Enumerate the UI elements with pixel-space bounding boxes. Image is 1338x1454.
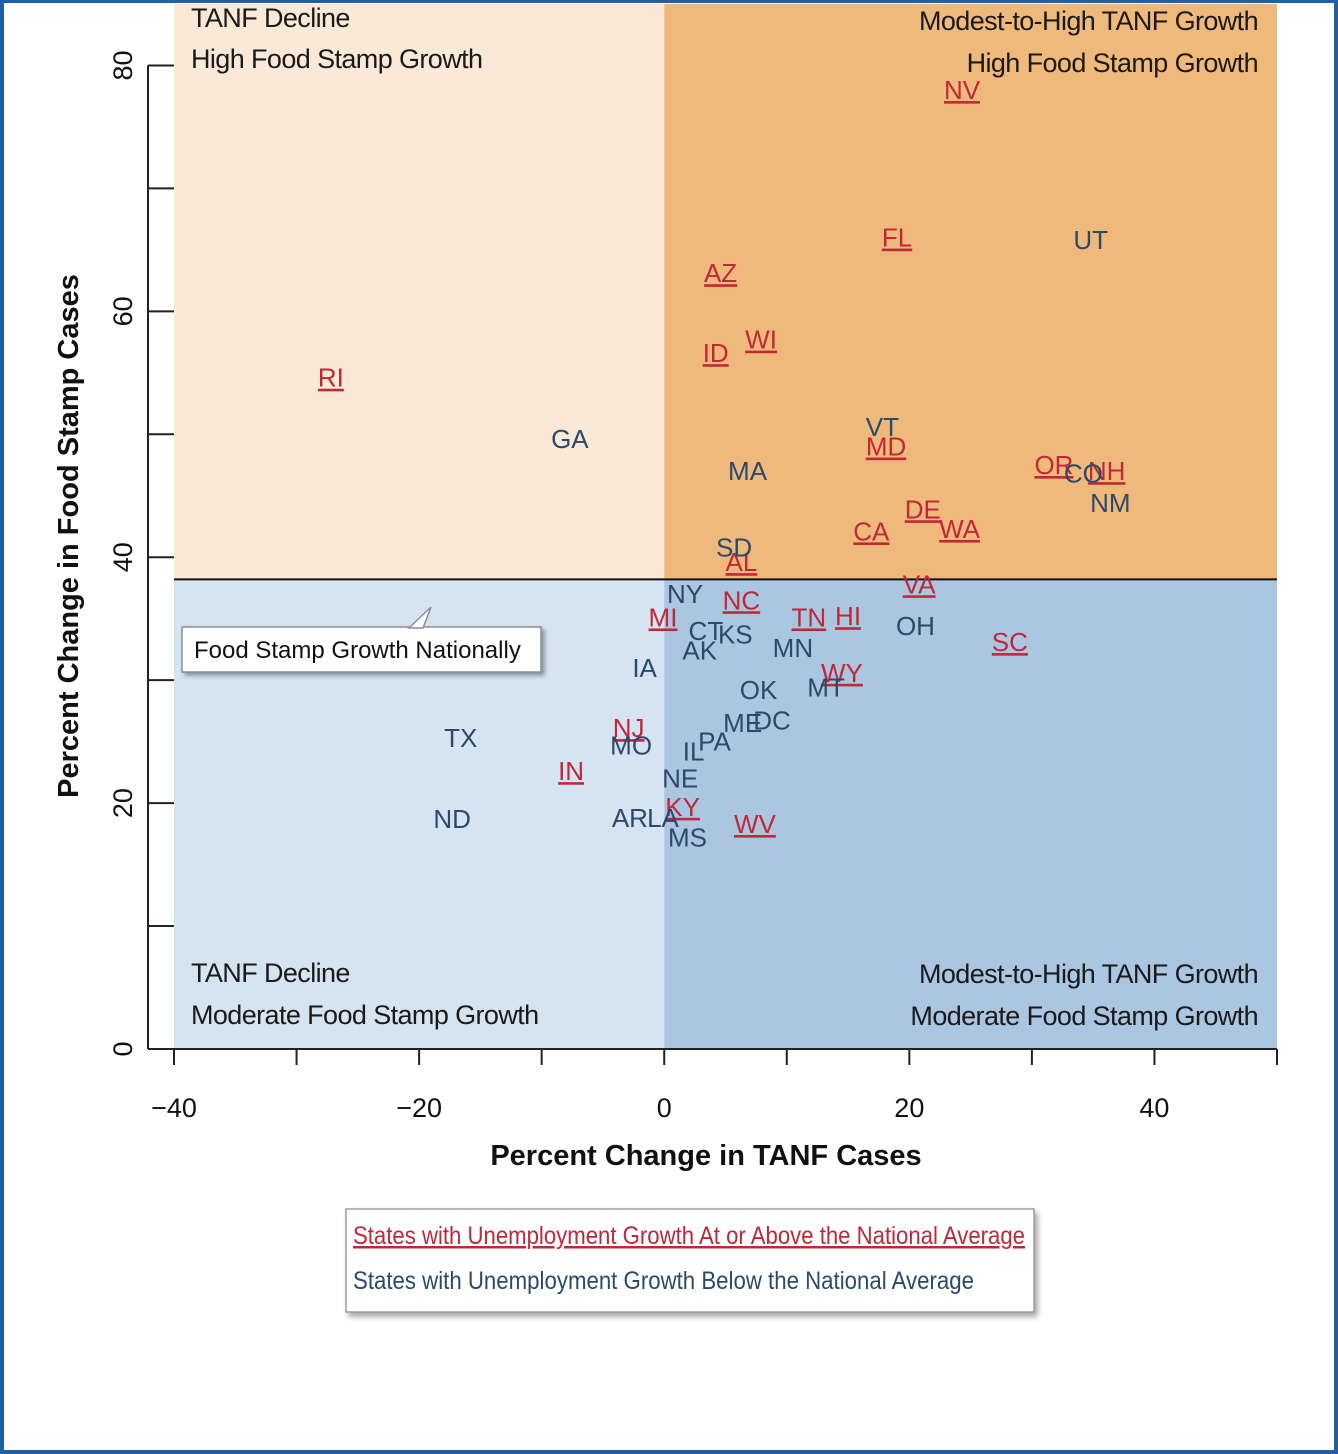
state-point-il: IL	[683, 736, 705, 766]
x-tick-label: 20	[894, 1093, 924, 1123]
state-point-co: CO	[1064, 459, 1103, 489]
quad-label-bottom-left-line-1: TANF Decline	[191, 958, 350, 988]
state-point-mi: MI	[649, 602, 678, 632]
state-point-tx: TX	[444, 723, 477, 753]
legend-item-below-average: States with Unemployment Growth Below th…	[353, 1267, 974, 1295]
state-point-wi: WI	[745, 325, 777, 355]
state-point-al: AL	[726, 547, 758, 577]
legend-item-above-average: States with Unemployment Growth At or Ab…	[353, 1222, 1025, 1250]
state-point-va: VA	[903, 569, 936, 599]
quadrant-top-right	[664, 4, 1277, 580]
quadrant-top-left	[174, 4, 665, 580]
state-point-wv: WV	[734, 809, 777, 839]
state-point-ct: CT	[689, 616, 724, 646]
state-point-la: LA	[647, 803, 679, 833]
state-point-fl: FL	[882, 223, 912, 253]
quadrant-backgrounds	[174, 4, 1277, 1049]
state-point-me: ME	[723, 708, 762, 738]
state-point-ks: KS	[718, 620, 753, 650]
x-tick-label: 40	[1139, 1093, 1169, 1123]
state-point-sc: SC	[992, 627, 1028, 657]
state-point-mo: MO	[610, 730, 652, 760]
state-point-nj: NJ	[613, 713, 645, 743]
x-tick-label: −20	[396, 1093, 442, 1123]
state-point-ma: MA	[728, 456, 768, 486]
state-point-ca: CA	[853, 516, 890, 546]
y-tick-label: 80	[108, 50, 138, 80]
callout-pointer	[407, 606, 432, 629]
state-point-ne: NE	[662, 764, 698, 794]
quad-label-top-left-line-1: TANF Decline	[191, 3, 350, 33]
legend-box	[345, 1208, 1035, 1313]
state-point-dc: DC	[753, 706, 791, 736]
quadrant-labels: TANF Decline High Food Stamp Growth Modest…	[191, 3, 1259, 1031]
state-point-ar: AR	[612, 803, 648, 833]
state-point-nm: NM	[1090, 488, 1130, 518]
quad-label-bottom-right-line-2: Moderate Food Stamp Growth	[910, 1001, 1258, 1031]
state-point-wy: WY	[821, 658, 863, 688]
state-point-ny: NY	[667, 579, 703, 609]
state-point-id: ID	[703, 338, 729, 368]
state-point-hi: HI	[835, 601, 861, 631]
y-axis-title: Percent Change in Food Stamp Cases	[53, 274, 85, 798]
state-point-nv: NV	[944, 75, 981, 105]
state-point-ga: GA	[551, 424, 589, 454]
x-tick-label: 0	[657, 1093, 672, 1123]
state-point-sd: SD	[716, 532, 752, 562]
state-point-nd: ND	[433, 804, 471, 834]
quad-label-top-left-line-2: High Food Stamp Growth	[191, 44, 482, 74]
y-tick-label: 20	[108, 788, 138, 818]
state-point-tn: TN	[792, 602, 827, 632]
state-point-nc: NC	[723, 585, 761, 615]
state-point-mn: MN	[773, 633, 813, 663]
state-point-vt: VT	[866, 412, 899, 442]
x-tick-label: −40	[151, 1093, 197, 1123]
quad-label-top-right-line-2: High Food Stamp Growth	[967, 48, 1258, 78]
y-tick-label: 60	[108, 296, 138, 326]
state-point-de: DE	[905, 494, 941, 524]
y-tick-label: 40	[108, 542, 138, 572]
legend: States with Unemployment Growth At or Ab…	[345, 1208, 1035, 1313]
y-tick-label: 0	[108, 1041, 138, 1056]
state-point-ok: OK	[740, 675, 778, 705]
quad-label-top-right-line-1: Modest-to-High TANF Growth	[919, 6, 1258, 36]
state-point-nh: NH	[1088, 456, 1126, 486]
callout-label: Food Stamp Growth Nationally	[194, 637, 521, 664]
state-point-ia: IA	[632, 653, 657, 683]
state-point-md: MD	[866, 432, 906, 462]
state-point-pa: PA	[698, 727, 731, 757]
state-point-or: OR	[1034, 450, 1073, 480]
state-point-mt: MT	[807, 673, 845, 703]
state-point-ms: MS	[668, 823, 707, 853]
state-point-ky: KY	[665, 792, 700, 822]
quadrant-bottom-right	[664, 579, 1277, 1049]
state-point-wa: WA	[939, 514, 981, 544]
quad-label-bottom-right-line-1: Modest-to-High TANF Growth	[919, 959, 1258, 989]
quad-label-bottom-left-line-2: Moderate Food Stamp Growth	[191, 1000, 539, 1030]
national-line-group: Food Stamp Growth Nationally	[174, 578, 1277, 673]
state-point-ut: UT	[1073, 225, 1108, 255]
state-point-in: IN	[558, 756, 584, 786]
state-point-az: AZ	[704, 258, 737, 288]
state-point-ak: AK	[682, 636, 717, 666]
state-point-ri: RI	[318, 363, 344, 393]
state-point-oh: OH	[896, 611, 935, 641]
axes: −40 −20 0 20 40 0 20 40 60 80	[108, 50, 1278, 1123]
x-axis-title: Percent Change in TANF Cases	[490, 1140, 921, 1172]
